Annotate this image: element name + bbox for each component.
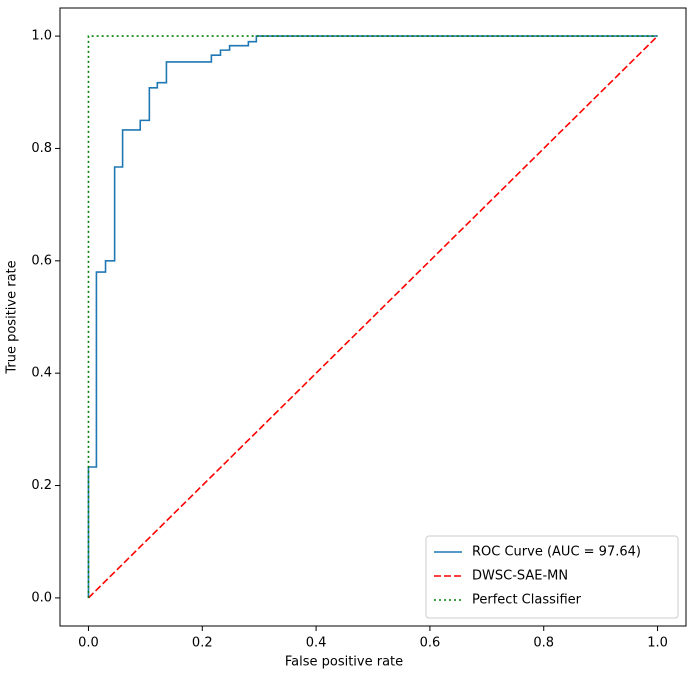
x-tick-label: 1.0	[647, 636, 668, 651]
legend-box	[425, 535, 679, 619]
y-tick-label: 0.2	[31, 478, 52, 493]
x-tick-label: 0.2	[192, 636, 213, 651]
series-line	[87, 35, 658, 598]
x-tick-label: 0.4	[306, 636, 327, 651]
y-tick-label: 1.0	[31, 29, 52, 44]
x-tick-label: 0.0	[78, 636, 99, 651]
y-tick-label: 0.8	[31, 141, 52, 156]
y-tick-label: 0.0	[31, 590, 52, 605]
series-line	[87, 35, 659, 599]
y-tick-label: 0.4	[31, 366, 52, 381]
legend-label: ROC Curve (AUC = 97.64)	[472, 545, 641, 560]
y-tick-label: 0.6	[31, 253, 52, 268]
x-axis-label: False positive rate	[285, 655, 403, 670]
x-tick-label: 0.6	[420, 636, 441, 651]
x-tick-label: 0.8	[533, 636, 554, 651]
plot-frame	[59, 7, 687, 627]
y-axis-label: True positive rate	[5, 260, 20, 374]
legend-label: Perfect Classifier	[472, 593, 582, 608]
legend-label: DWSC-SAE-MN	[472, 569, 568, 584]
series-line	[87, 35, 658, 598]
